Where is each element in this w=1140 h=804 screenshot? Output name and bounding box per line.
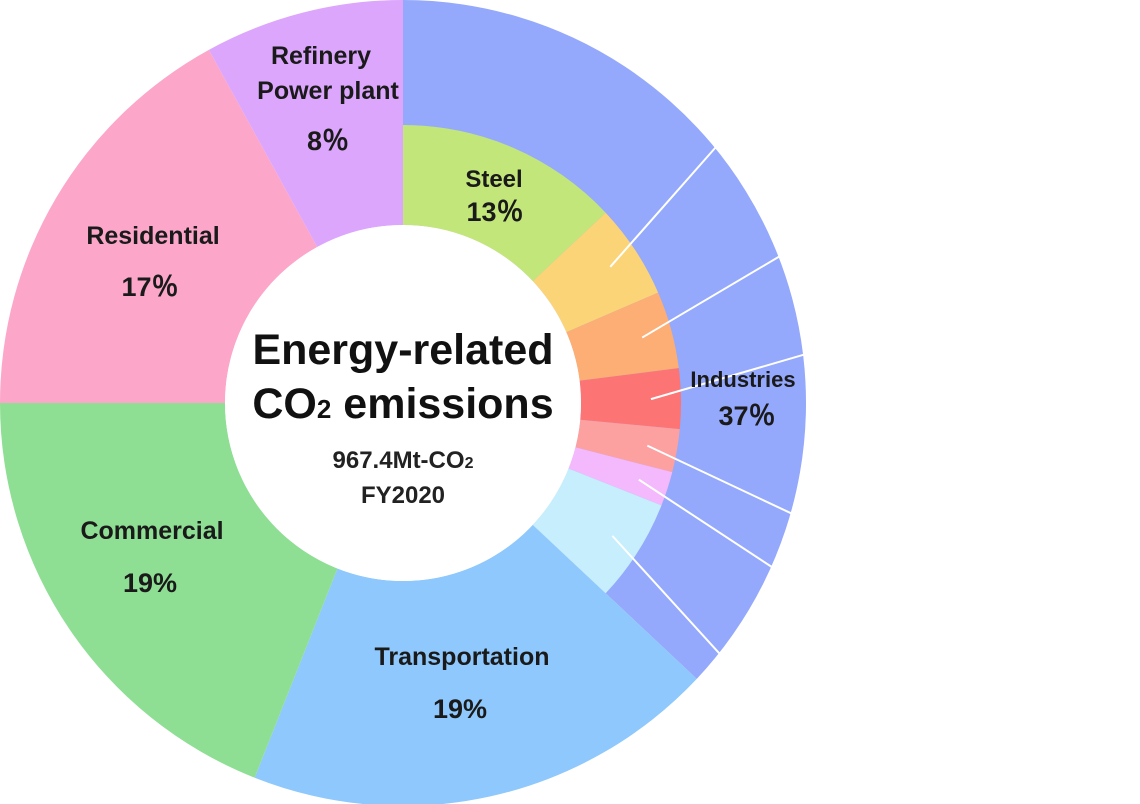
outer-slice-transportation	[254, 524, 697, 804]
center-title-line2: CO2 emissions	[252, 380, 553, 428]
inner-slice-industry-sub-2	[566, 292, 679, 381]
label-residential-percent: 17％	[121, 272, 178, 302]
leader-line	[638, 478, 774, 569]
leader-line	[611, 535, 722, 656]
inner-slice-industry-sub-6	[532, 468, 662, 594]
inner-slice-industry-sub-3	[579, 368, 681, 430]
center-hole	[225, 225, 581, 581]
label-steel-percent: 13％	[466, 197, 523, 227]
leader-line	[609, 145, 718, 268]
leader-line	[641, 255, 781, 339]
label-transportation: Transportation	[374, 643, 549, 671]
outer-slice-commercial	[0, 403, 338, 778]
label-refinery-line1: Refinery	[271, 42, 371, 70]
leader-lines	[609, 145, 806, 656]
label-steel: Steel	[465, 166, 522, 193]
center-year: FY2020	[361, 482, 445, 509]
outer-slice-residential	[0, 49, 318, 403]
label-industries: Industries	[690, 367, 795, 392]
inner-slice-industry-sub-1	[532, 212, 659, 333]
label-commercial-percent: 19%	[123, 568, 177, 598]
label-commercial: Commercial	[80, 517, 223, 545]
inner-slice-industry-sub-4	[575, 419, 680, 473]
inner-slice-industry-sub-5	[568, 447, 673, 506]
label-industries-percent: 37％	[718, 401, 775, 431]
leader-line	[650, 353, 806, 401]
center-total: 967.4Mt-CO2	[333, 447, 474, 474]
inner-ring	[403, 125, 681, 594]
label-transportation-percent: 19%	[433, 694, 487, 724]
outer-slice-refinery-power-plant	[208, 0, 403, 248]
label-refinery-line2: Power plant	[257, 77, 399, 105]
label-residential: Residential	[86, 222, 219, 250]
label-refinery-percent: 8％	[307, 126, 349, 156]
center-title-line1: Energy-related	[252, 326, 553, 374]
leader-line	[646, 444, 793, 515]
inner-slice-steel	[403, 125, 606, 282]
